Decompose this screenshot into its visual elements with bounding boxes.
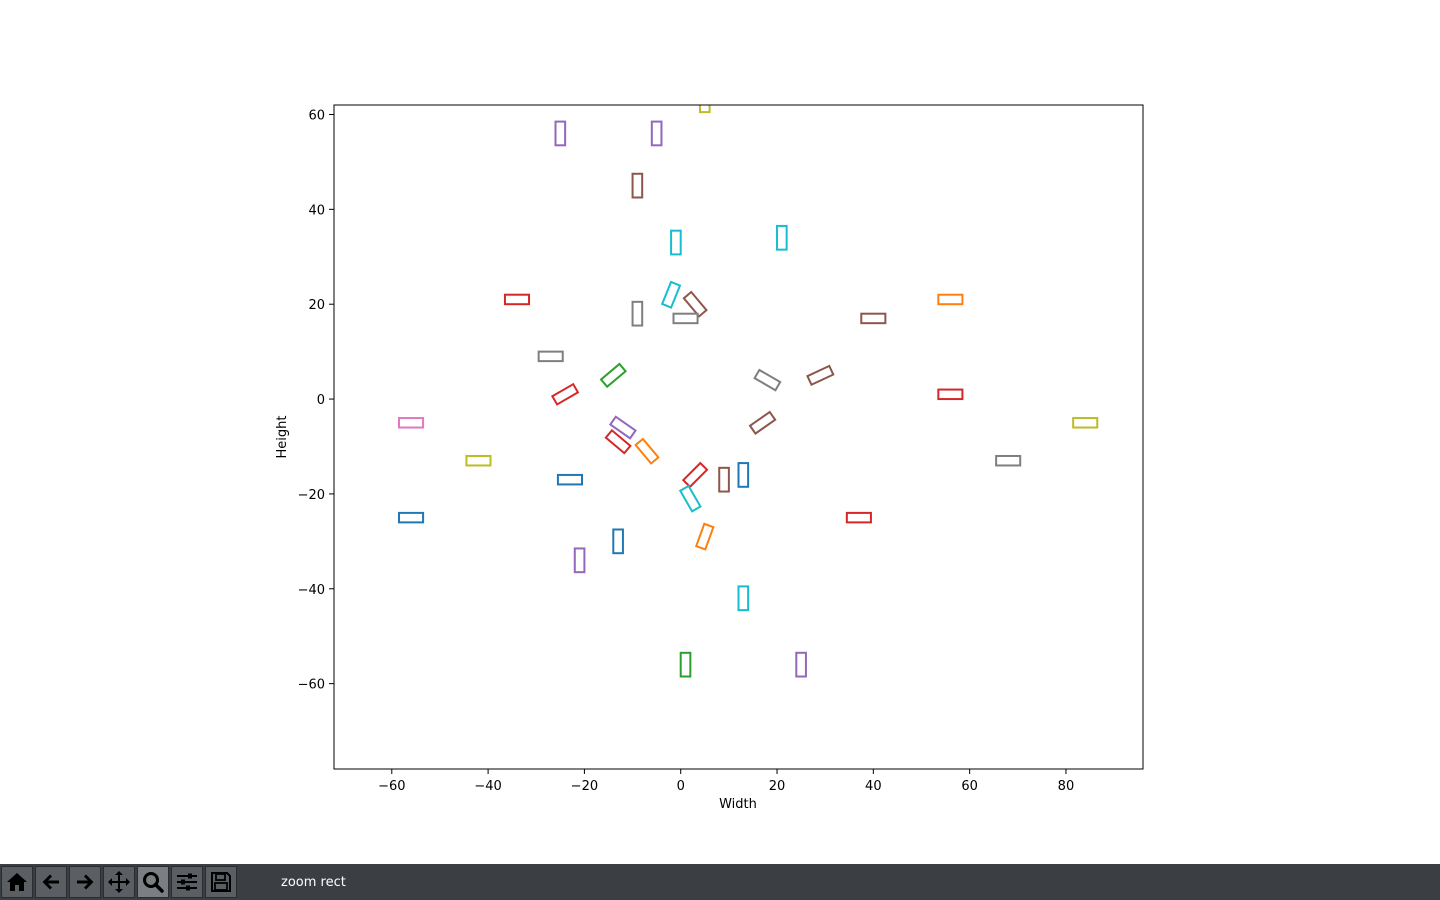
rectangle-mark-9 bbox=[631, 300, 644, 327]
x-tick-label: 40 bbox=[865, 779, 882, 794]
toolbar-mode-text: zoom rect bbox=[281, 874, 346, 890]
x-tick-label: 0 bbox=[677, 779, 685, 794]
figure-canvas: −60 −40 −20 0 20 40 60 80 −60 −40 −20 0 20 40 60 Widt… bbox=[275, 104, 1144, 812]
save-button[interactable] bbox=[205, 866, 237, 898]
rectangle-mark-38 bbox=[679, 651, 692, 678]
pan-button[interactable] bbox=[103, 866, 135, 898]
rectangle-mark-7 bbox=[682, 290, 708, 318]
y-axis-label: Height bbox=[275, 416, 290, 459]
plot-area[interactable] bbox=[334, 105, 1143, 769]
rectangle-mark-31 bbox=[678, 484, 702, 513]
move-icon bbox=[108, 871, 130, 893]
rectangle-marks bbox=[398, 105, 1099, 678]
forward-button[interactable] bbox=[69, 866, 101, 898]
rectangle-mark-10 bbox=[672, 312, 699, 325]
rectangle-mark-12 bbox=[860, 312, 887, 325]
rectangle-mark-18 bbox=[937, 388, 964, 401]
rectangle-mark-20 bbox=[608, 415, 637, 440]
y-tick-label: 40 bbox=[308, 203, 325, 218]
x-tick-label: 20 bbox=[769, 779, 786, 794]
rectangle-mark-27 bbox=[737, 462, 750, 488]
y-tick-label: 60 bbox=[308, 108, 325, 123]
rectangle-mark-26 bbox=[995, 454, 1022, 467]
y-tick-label: −20 bbox=[298, 488, 325, 503]
rectangle-mark-37 bbox=[737, 585, 750, 612]
rectangle-mark-17 bbox=[550, 382, 580, 406]
configure-subplots-button[interactable] bbox=[171, 866, 203, 898]
axes-frame bbox=[333, 104, 1144, 770]
y-tick-label: 0 bbox=[317, 393, 325, 408]
rectangle-mark-21 bbox=[748, 410, 777, 435]
rectangle-mark-8 bbox=[503, 293, 531, 306]
rectangle-mark-4 bbox=[776, 224, 788, 251]
x-axis-ticks: −60 −40 −20 0 20 40 60 80 bbox=[378, 769, 1074, 794]
rectangle-mark-6 bbox=[660, 280, 682, 309]
zoom-button[interactable] bbox=[137, 866, 169, 898]
rectangle-mark-22 bbox=[1072, 417, 1099, 429]
rectangle-mark-28 bbox=[718, 466, 730, 493]
rectangle-mark-2 bbox=[650, 120, 663, 147]
rectangle-mark-16 bbox=[806, 364, 835, 387]
x-axis-label: Width bbox=[719, 797, 757, 812]
navigation-toolbar: zoom rect bbox=[0, 864, 1440, 900]
sliders-icon bbox=[177, 873, 197, 891]
rectangle-mark-23 bbox=[604, 428, 632, 455]
y-tick-label: −60 bbox=[298, 678, 325, 693]
rectangle-mark-1 bbox=[554, 120, 567, 147]
rectangle-mark-35 bbox=[612, 528, 624, 555]
rectangle-mark-5 bbox=[670, 229, 682, 256]
y-tick-label: 20 bbox=[308, 298, 325, 313]
x-tick-label: 60 bbox=[961, 779, 978, 794]
rectangle-mark-36 bbox=[573, 547, 586, 574]
rectangle-mark-30 bbox=[556, 473, 583, 486]
x-tick-label: −40 bbox=[474, 779, 501, 794]
x-tick-label: −60 bbox=[378, 779, 405, 794]
x-tick-label: −20 bbox=[571, 779, 598, 794]
arrow-left-icon bbox=[42, 874, 59, 890]
rectangle-mark-3 bbox=[631, 172, 644, 199]
y-axis-ticks: −60 −40 −20 0 20 40 60 bbox=[298, 108, 334, 693]
rectangle-mark-29 bbox=[681, 461, 709, 489]
rectangle-mark-19 bbox=[398, 417, 425, 429]
rectangle-mark-15 bbox=[753, 368, 782, 392]
home-icon bbox=[7, 873, 27, 891]
floppy-disk-icon bbox=[211, 872, 231, 892]
rectangle-mark-34 bbox=[694, 522, 715, 551]
rectangle-mark-14 bbox=[599, 362, 627, 389]
rectangle-mark-33 bbox=[845, 511, 872, 524]
arrow-right-icon bbox=[77, 874, 94, 890]
rectangle-mark-11 bbox=[937, 293, 964, 306]
magnifier-icon bbox=[143, 872, 164, 893]
home-button[interactable] bbox=[1, 866, 33, 898]
rectangle-mark-32 bbox=[398, 511, 425, 524]
rectangle-mark-24 bbox=[634, 437, 660, 465]
x-tick-label: 80 bbox=[1058, 779, 1075, 794]
rectangle-mark-13 bbox=[537, 350, 564, 363]
y-tick-label: −40 bbox=[298, 583, 325, 598]
rectangle-mark-25 bbox=[465, 454, 492, 467]
rectangle-mark-39 bbox=[795, 651, 807, 678]
back-button[interactable] bbox=[35, 866, 67, 898]
